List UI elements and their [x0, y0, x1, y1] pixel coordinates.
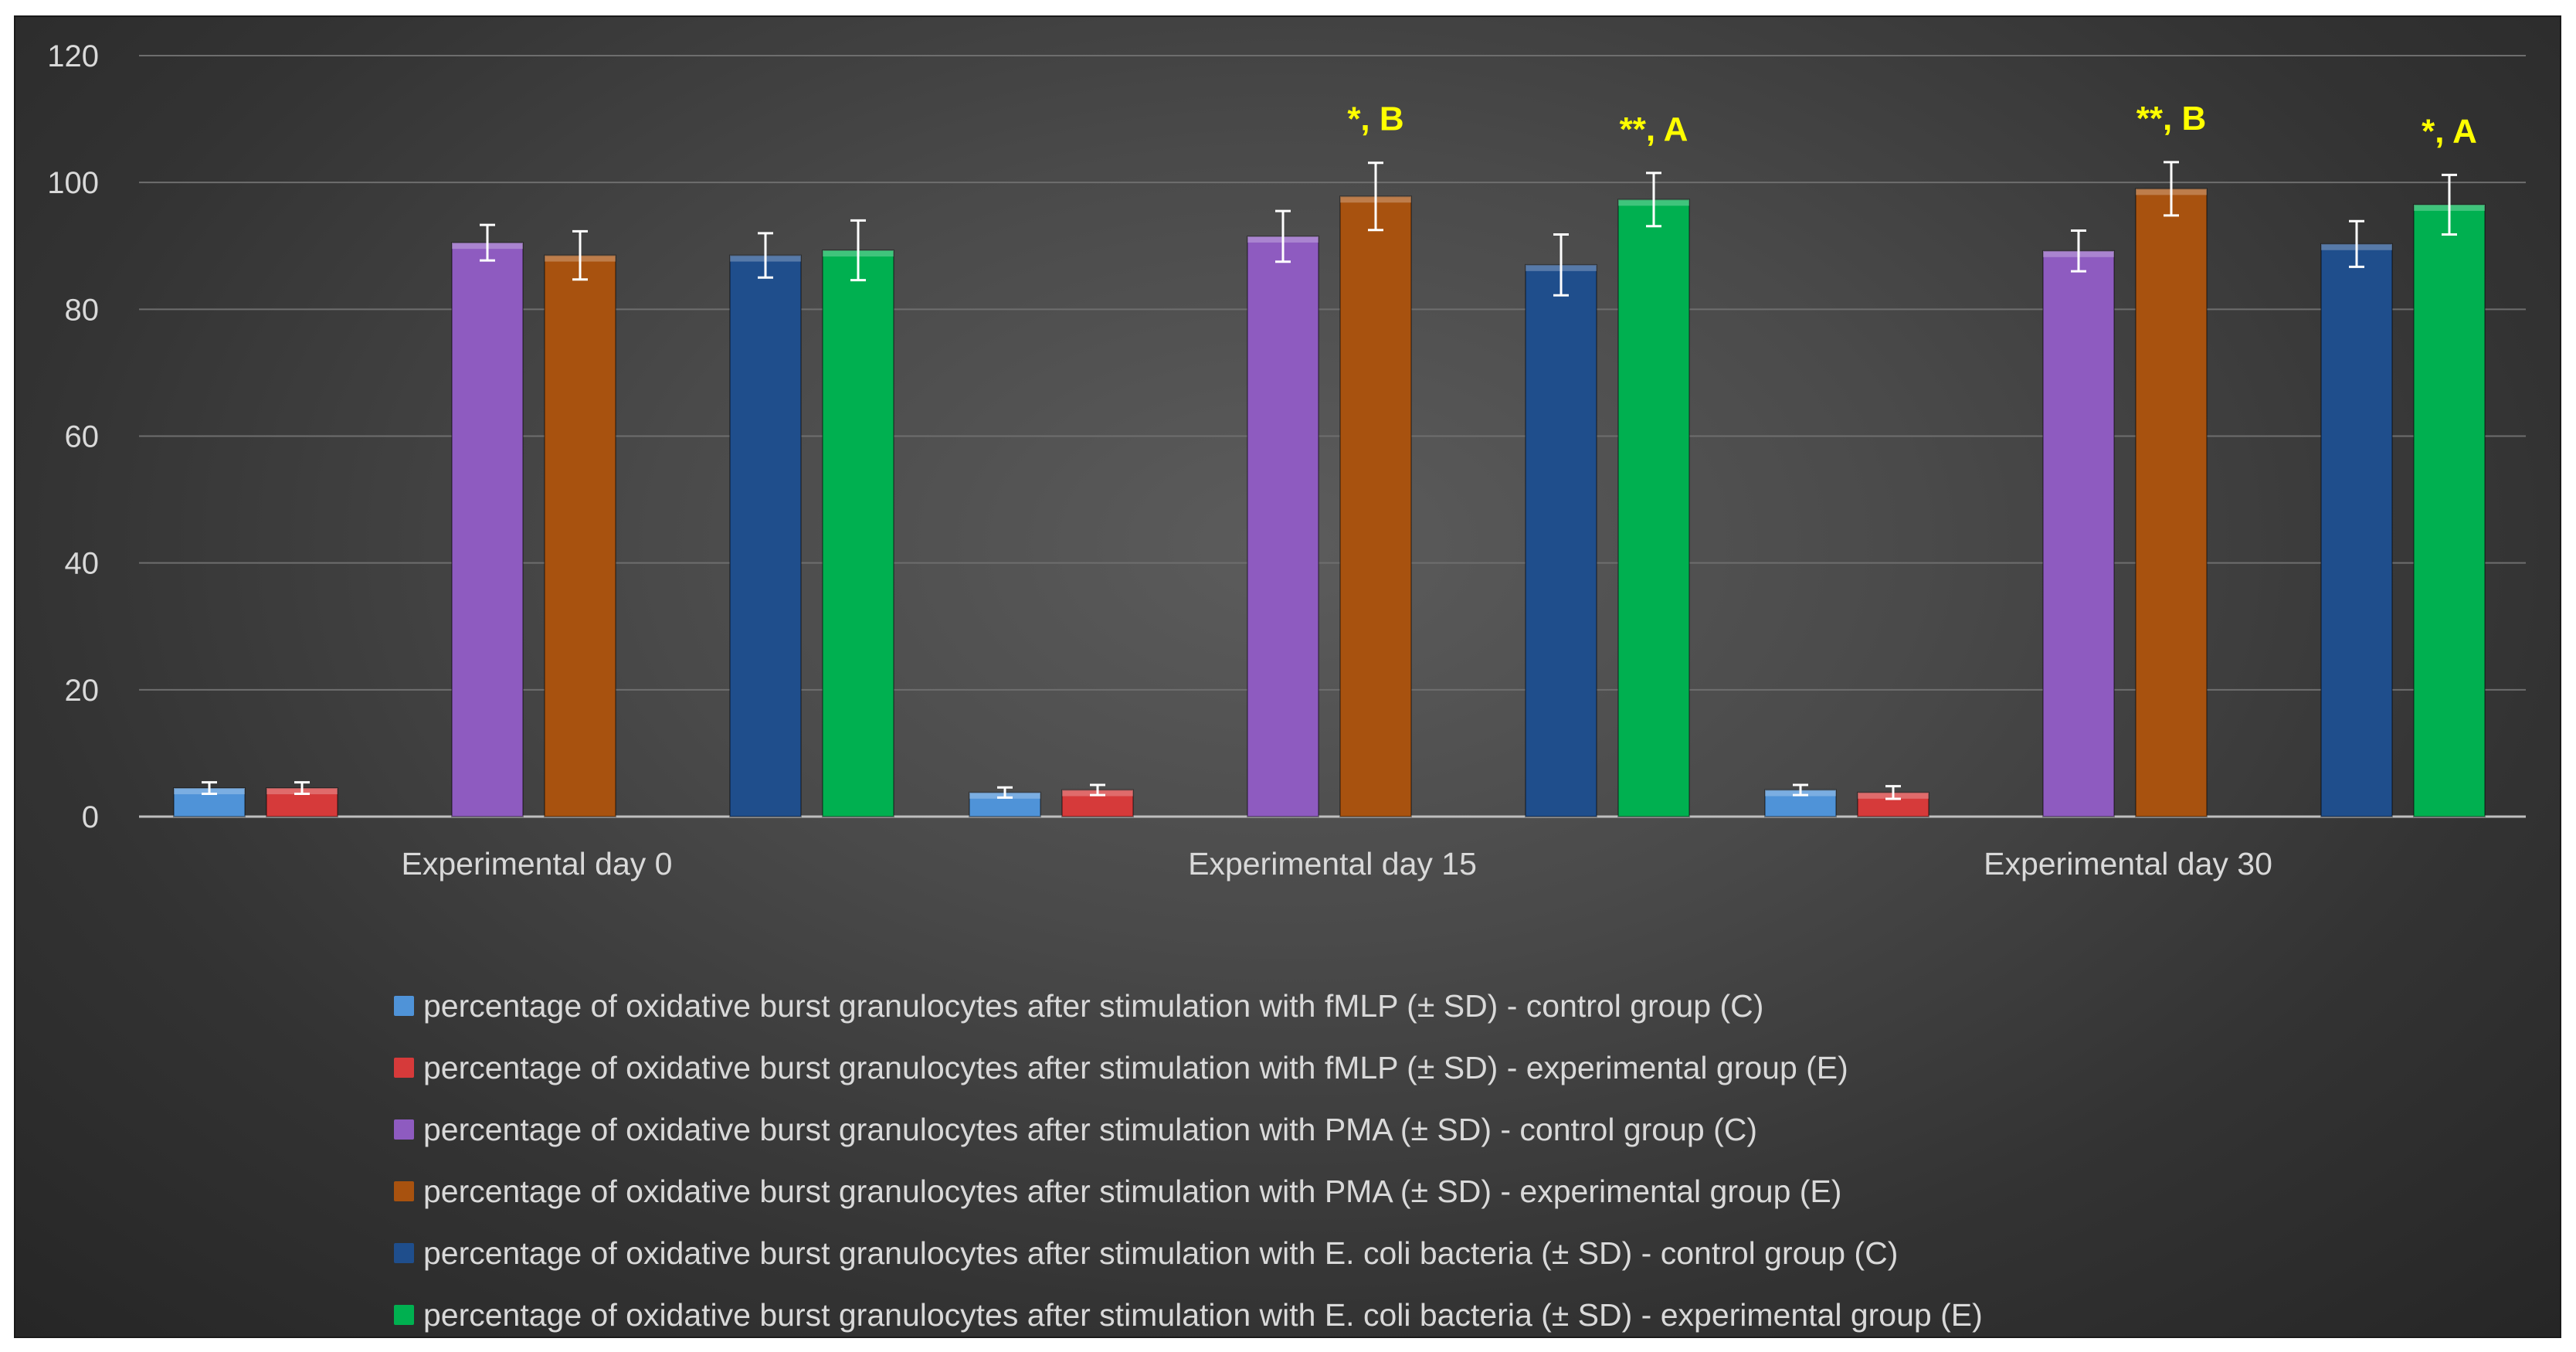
bars [173, 188, 2486, 818]
bar [1525, 263, 1597, 817]
legend-item: percentage of oxidative burst granulocyt… [394, 1284, 1983, 1346]
significance-annotation: **, B [2136, 100, 2206, 138]
legend-label: percentage of oxidative burst granulocyt… [423, 1173, 1842, 1209]
bar [2042, 250, 2115, 818]
legend-swatch [394, 1305, 414, 1325]
bar [2135, 188, 2208, 817]
significance-annotation: *, B [1347, 100, 1403, 138]
bar [1617, 199, 1690, 817]
annotations: *, B **, A **, B *, A [1347, 100, 2477, 150]
y-tick-label: 20 [65, 674, 100, 708]
y-tick-label: 60 [65, 420, 100, 454]
legend-item: percentage of oxidative burst granulocyt… [394, 1099, 1983, 1160]
legend-swatch [394, 1058, 414, 1078]
y-tick-label: 100 [47, 166, 99, 200]
legend-label: percentage of oxidative burst granulocyt… [423, 1235, 1899, 1271]
legend-item: percentage of oxidative burst granulocyt… [394, 1160, 1983, 1222]
bar [2320, 243, 2393, 818]
y-tick-label: 40 [65, 547, 100, 581]
bar [544, 254, 616, 817]
bar [2413, 203, 2486, 818]
bar [1247, 235, 1319, 817]
x-category-label: Experimental day 0 [402, 846, 673, 882]
gridlines [139, 55, 2526, 818]
y-tick-label: 0 [82, 800, 99, 834]
legend-label: percentage of oxidative burst granulocyt… [423, 1049, 1848, 1085]
significance-annotation: *, A [2422, 112, 2477, 150]
legend-label: percentage of oxidative burst granulocyt… [423, 987, 1764, 1024]
legend-swatch [394, 1181, 414, 1201]
bar [822, 249, 894, 817]
y-tick-label: 80 [65, 293, 100, 327]
legend-label: percentage of oxidative burst granulocyt… [423, 1296, 1983, 1333]
bar [451, 242, 524, 818]
legend-item: percentage of oxidative burst granulocyt… [394, 975, 1983, 1037]
chart-frame: 0 20 40 60 80 100 120 Experimental day 0 Experim… [14, 15, 2561, 1338]
bar [729, 254, 802, 817]
significance-annotation: **, A [1620, 110, 1688, 148]
error-bars [202, 161, 2457, 800]
legend-label: percentage of oxidative burst granulocyt… [423, 1111, 1758, 1147]
legend-item: percentage of oxidative burst granulocyt… [394, 1037, 1983, 1099]
legend-swatch [394, 1119, 414, 1140]
legend-item: percentage of oxidative burst granulocyt… [394, 1222, 1983, 1284]
y-tick-label: 120 [47, 39, 99, 73]
legend: percentage of oxidative burst granulocyt… [394, 975, 1983, 1346]
x-category-label: Experimental day 15 [1188, 846, 1477, 882]
bar [1339, 195, 1412, 818]
x-category-label: Experimental day 30 [1984, 846, 2272, 882]
axis-labels: 0 20 40 60 80 100 120 Experimental day 0 Experim… [47, 39, 2272, 882]
legend-swatch [394, 996, 414, 1016]
legend-swatch [394, 1243, 414, 1263]
bar-chart-plot: 0 20 40 60 80 100 120 Experimental day 0 Experim… [47, 39, 2526, 882]
